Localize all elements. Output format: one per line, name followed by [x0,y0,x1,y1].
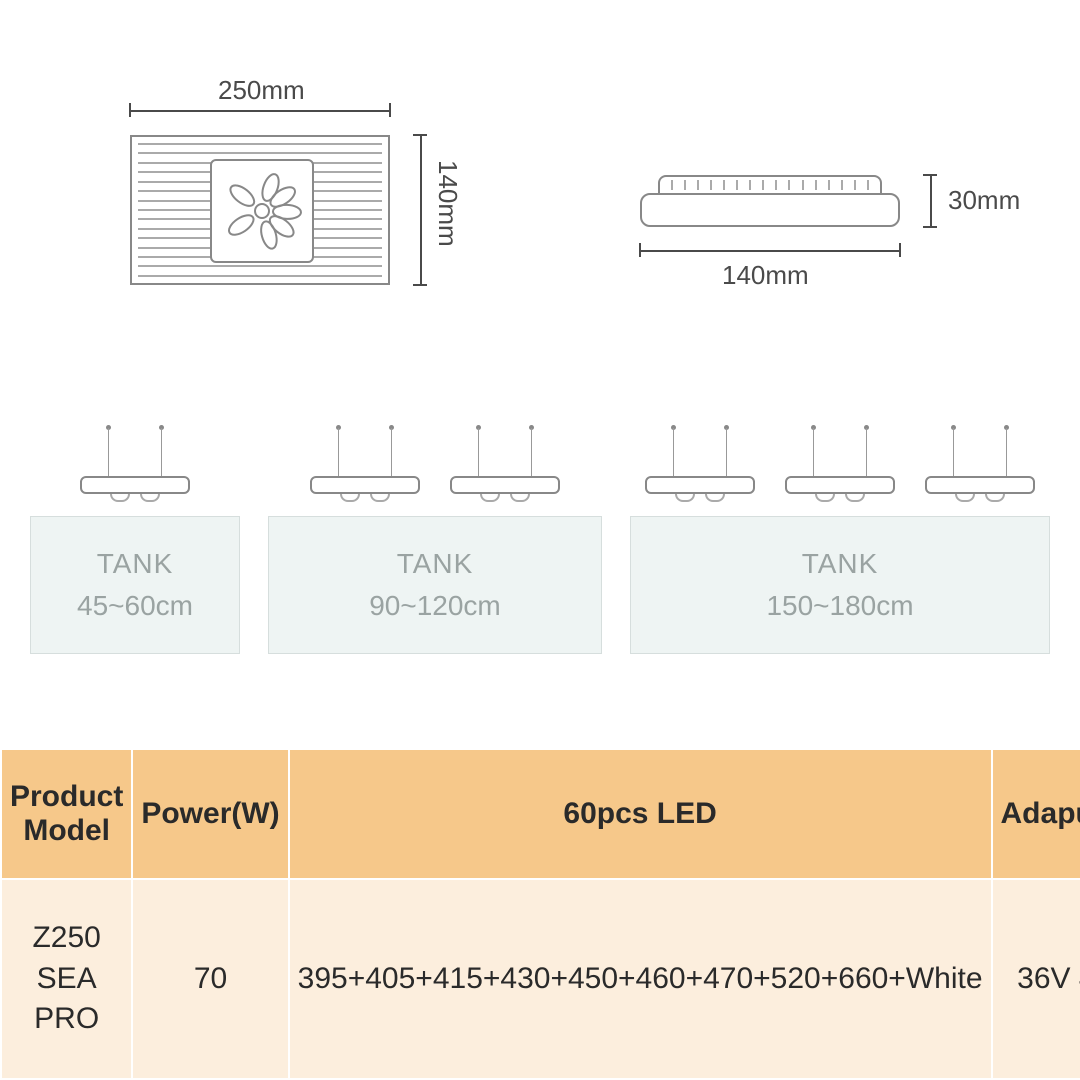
dim-tick [129,103,131,117]
dim-tick [413,134,427,136]
cell-product-model: Z250 SEA PRO [1,879,132,1079]
tank-label: TANK [97,543,174,585]
tank-group-1: TANK 45~60cm [30,418,240,678]
dim-line-top-height [420,135,422,285]
dim-label-top-height: 140mm [432,160,463,247]
dim-line-top-width [130,110,390,112]
hanging-units-2 [310,418,560,508]
spec-table: Product Model Power(W) 60pcs LED Adapute… [0,748,1080,1080]
tank-range: 45~60cm [77,585,193,627]
fan-icon [212,161,312,261]
fan-plate [210,159,314,263]
tank-label: TANK [397,543,474,585]
dim-tick [923,226,937,228]
hanging-light-unit [645,428,755,508]
dim-line-side-width [640,250,900,252]
tank-label: TANK [802,543,879,585]
side-body [640,193,900,227]
tank-recommendation-row: TANK 45~60cm TANK 90~120cm TANK 150~180c… [30,418,1050,678]
tank-group-2: TANK 90~120cm [268,418,602,678]
dim-line-side-height [930,175,932,227]
col-adapter: Adaputer [992,749,1080,879]
table-header-row: Product Model Power(W) 60pcs LED Adapute… [1,749,1080,879]
col-product-model: Product Model [1,749,132,879]
cell-power: 70 [132,879,288,1079]
hanging-light-unit [310,428,420,508]
cell-adapter: 36V 4A [992,879,1080,1079]
product-side-view [640,175,900,227]
col-led: 60pcs LED [289,749,992,879]
dim-tick [389,103,391,117]
hanging-light-unit [80,428,190,508]
dim-tick [923,174,937,176]
dim-tick [899,243,901,257]
dim-label-side-width: 140mm [722,260,809,291]
tank-box-1: TANK 45~60cm [30,516,240,654]
product-top-view [130,135,390,285]
hanging-light-unit [925,428,1035,508]
cell-led: 395+405+415+430+450+460+470+520+660+Whit… [289,879,992,1079]
hanging-units-1 [80,418,190,508]
tank-group-3: TANK 150~180cm [630,418,1050,678]
table-row: Z250 SEA PRO 70 395+405+415+430+450+460+… [1,879,1080,1079]
dimension-diagrams: 250mm 140mm [0,50,1080,350]
side-grill [658,175,882,193]
tank-range: 150~180cm [766,585,913,627]
tank-range: 90~120cm [369,585,501,627]
tank-box-3: TANK 150~180cm [630,516,1050,654]
dim-label-side-height: 30mm [948,185,1020,216]
dim-tick [639,243,641,257]
dim-tick [413,284,427,286]
hanging-light-unit [450,428,560,508]
col-power: Power(W) [132,749,288,879]
dim-label-top-width: 250mm [218,75,305,106]
tank-box-2: TANK 90~120cm [268,516,602,654]
hanging-units-3 [645,418,1035,508]
hanging-light-unit [785,428,895,508]
